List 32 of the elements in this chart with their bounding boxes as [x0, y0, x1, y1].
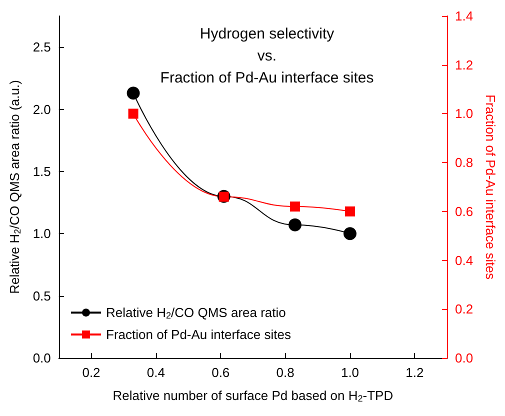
point [126, 86, 140, 100]
y2-tick-label: 0.0 [455, 350, 474, 366]
x-tick-label: 0.4 [146, 365, 165, 380]
text: Hydrogen selectivity vs. Fraction of Pd-Au interface sites [160, 26, 374, 86]
legend-label: Relative H2/CO QMS area ratio [106, 305, 286, 320]
y-tick-label: 2.5 [32, 40, 51, 55]
x-tick-label: 1.2 [406, 365, 424, 380]
y2-tick-label: 0.4 [455, 252, 474, 268]
legend-label: Fraction of Pd-Au interface sites [106, 327, 292, 342]
y2-tick-label: 1.2 [455, 57, 474, 72]
y-tick-label: 2.0 [32, 102, 51, 117]
point [290, 202, 300, 212]
y-tick-label: 0.5 [32, 288, 51, 304]
y-tick-label: 0.0 [32, 350, 51, 366]
y2-tick-label: 1.4 [455, 8, 474, 24]
x-tick-label: 1.0 [340, 365, 360, 380]
y2-tick-label: 0.2 [455, 302, 474, 317]
y2-tick-label: 1.0 [455, 106, 474, 122]
point [288, 218, 302, 232]
y2-tick-label: 0.6 [455, 204, 474, 219]
y2-axis-title: Fraction of Pd-Au interface sites [483, 94, 498, 280]
x-tick-label: 0.2 [82, 365, 100, 380]
point [344, 206, 355, 216]
point [344, 227, 356, 240]
y-tick-label: 1.0 [32, 226, 51, 242]
x-tick-label: 0.8 [276, 365, 294, 380]
y-axis-title: Relative H2/CO QMS area ratio (a.u.) [7, 80, 22, 294]
point [128, 108, 138, 119]
x-axis-title: Relative number of surface Pd based on H2-TPD [112, 388, 394, 404]
y2-tick-label: 0.8 [455, 155, 474, 170]
x-tick-label: 0.6 [212, 365, 230, 380]
y-tick-label: 1.5 [32, 164, 51, 179]
